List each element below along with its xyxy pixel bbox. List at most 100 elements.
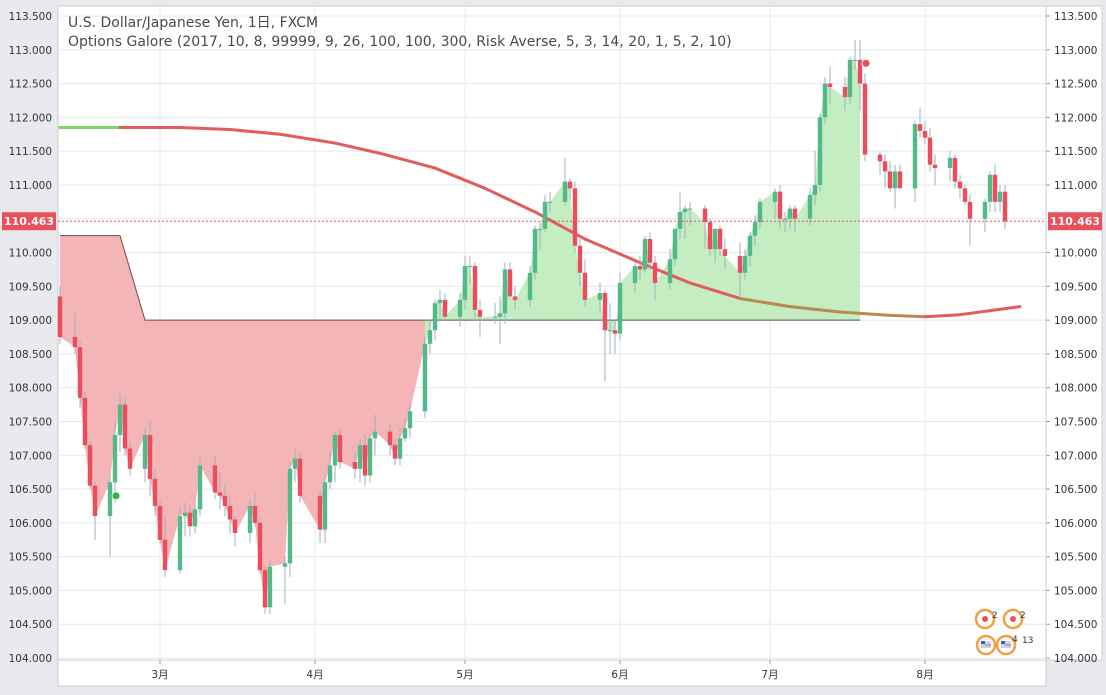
candle-body: [947, 157, 953, 169]
candle: [667, 249, 673, 290]
candle: [562, 157, 568, 206]
candle: [262, 566, 268, 615]
x-tick-label: 8月: [916, 669, 933, 681]
y-tick-label-right: 105.000: [1054, 585, 1097, 597]
candle-body: [647, 239, 653, 263]
bearish-baseline: [60, 235, 425, 321]
candle: [292, 448, 298, 483]
candle-body: [457, 299, 463, 317]
candle-body: [752, 222, 758, 236]
candle-body: [812, 184, 818, 196]
candle-body: [117, 404, 123, 435]
alert-icon-top-right[interactable]: 2: [1002, 608, 1026, 630]
y-tick-label-right: 110.000: [1054, 248, 1097, 260]
indicator-title[interactable]: Options Galore (2017, 10, 8, 99999, 9, 2…: [68, 34, 732, 50]
candle-body: [107, 482, 113, 517]
right-axis-background: [1045, 5, 1103, 661]
candle-body: [532, 228, 538, 273]
corner-badges[interactable]: 2 2 4 13: [974, 608, 1033, 656]
candle-body: [612, 330, 618, 334]
candle: [117, 391, 123, 452]
candle-body: [597, 293, 603, 300]
y-tick-label-right: 113.500: [1054, 11, 1097, 23]
candle: [612, 320, 618, 354]
ma-segment: [688, 281, 742, 300]
last-price-label-left: 110.463: [4, 215, 54, 228]
bottom-axis-background: [57, 659, 1047, 687]
y-tick-label-left: 106.500: [9, 484, 52, 496]
y-tick-label-left: 104.000: [9, 653, 52, 665]
signal-marker: [861, 58, 871, 68]
us-flag-icon-right[interactable]: 4 13: [995, 634, 1033, 656]
candle: [912, 120, 918, 202]
candle: [672, 228, 678, 267]
price-axis[interactable]: 104.000 104.000 104.500 104.500 105.000 105.0…: [9, 11, 1098, 665]
candle: [952, 154, 958, 189]
candle-body: [262, 570, 268, 608]
ma-segment: [228, 128, 282, 136]
candle: [982, 198, 988, 233]
candle-body: [192, 509, 198, 527]
candle-body: [337, 434, 343, 463]
y-tick-label-right: 109.000: [1054, 315, 1097, 327]
candle: [787, 205, 793, 229]
y-tick-label-left: 112.500: [9, 79, 52, 91]
candle: [827, 66, 833, 104]
candle: [582, 259, 588, 307]
candle-body: [712, 228, 718, 250]
candle-body: [932, 164, 938, 169]
event-count-a: 4: [1012, 635, 1018, 645]
candlesticks: [57, 39, 1008, 615]
candle-body: [817, 117, 823, 185]
last-price-badge-right: [1048, 212, 1102, 231]
candle: [567, 178, 573, 199]
candle: [247, 499, 253, 544]
candle: [857, 39, 863, 111]
candle: [542, 195, 548, 233]
candle-body: [677, 211, 683, 229]
candle: [82, 391, 88, 449]
alert-count-right: 2: [1020, 611, 1026, 621]
candle: [647, 232, 653, 270]
symbol-title[interactable]: U.S. Dollar/Japanese Yen, 1日, FXCM: [68, 15, 319, 31]
time-axis[interactable]: 3月 4月 5月 6月 7月 8月: [151, 660, 934, 681]
candle-body: [632, 266, 638, 283]
candle-body: [502, 269, 508, 314]
candle-body: [282, 563, 288, 567]
y-tick-label-left: 108.500: [9, 349, 52, 361]
candle: [1002, 184, 1008, 229]
candle-body: [1002, 191, 1008, 222]
y-tick-label-right: 105.500: [1054, 552, 1097, 564]
candle-body: [772, 191, 778, 202]
candle-body: [982, 201, 988, 219]
candle-body: [777, 191, 783, 219]
candle: [817, 113, 823, 192]
y-tick-label-right: 111.500: [1054, 146, 1097, 158]
candle: [432, 299, 438, 341]
y-tick-label-left: 109.500: [9, 281, 52, 293]
candle-body: [232, 519, 238, 533]
candle-body: [357, 445, 363, 469]
candle: [807, 188, 813, 226]
candle-body: [567, 181, 573, 189]
candle: [187, 505, 193, 537]
candle-body: [617, 282, 623, 334]
candle-body: [387, 431, 393, 446]
us-flag-icon-left[interactable]: [975, 634, 997, 656]
candle: [362, 434, 368, 486]
y-tick-label-right: 106.000: [1054, 518, 1097, 530]
ma-segment: [958, 308, 997, 317]
y-tick-label-left: 111.000: [9, 180, 52, 192]
candle: [547, 191, 553, 212]
candle-body: [827, 83, 833, 87]
candle: [842, 76, 848, 111]
y-tick-label-right: 112.500: [1054, 79, 1097, 91]
candle: [572, 181, 578, 253]
candle-body: [992, 174, 998, 202]
alert-icon-top-left[interactable]: 2: [974, 608, 998, 630]
candle: [992, 164, 998, 212]
y-tick-label-left: 112.000: [9, 112, 52, 124]
candle-body: [92, 485, 98, 517]
candle-body: [407, 411, 413, 429]
